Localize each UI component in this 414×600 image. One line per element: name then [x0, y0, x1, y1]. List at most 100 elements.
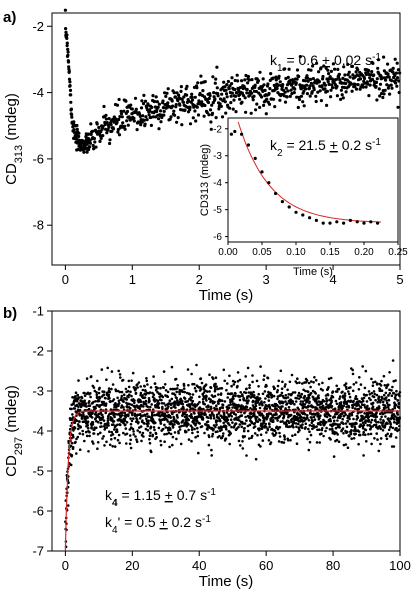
panel-b-point	[350, 413, 354, 417]
panel-a-point	[386, 62, 390, 66]
panel-a-point	[298, 55, 302, 59]
panel-b-point	[162, 370, 166, 373]
panel-b-point	[163, 433, 166, 436]
panel-b-point	[368, 393, 372, 396]
panel-a-point	[149, 115, 153, 119]
panel-b-point	[298, 381, 301, 385]
panel-b-point	[207, 405, 210, 409]
panel-b-point	[249, 407, 252, 410]
panel-b-point	[147, 419, 150, 423]
panel-a-point	[390, 86, 394, 90]
panel-b-point	[315, 398, 318, 401]
panel-a-point	[214, 77, 218, 81]
panel-b-point	[349, 432, 353, 435]
panel-b-point	[91, 421, 95, 424]
panel-b-point	[345, 387, 348, 391]
panel-a-point	[319, 66, 323, 70]
panel-b-point	[315, 425, 318, 428]
panel-b-point	[380, 389, 384, 393]
panel-b-point	[361, 415, 364, 418]
panel-b-point	[209, 398, 212, 402]
panel-b-point	[278, 431, 281, 435]
panel-b-point	[136, 429, 139, 432]
panel-b-point	[299, 395, 303, 399]
panel-b-point	[148, 434, 152, 438]
panel-b-point	[379, 437, 383, 440]
panel-b-point	[230, 392, 234, 395]
panel-b-point	[246, 366, 250, 370]
panel-b-point	[190, 372, 193, 376]
panel-b-point	[380, 415, 383, 419]
panel-b-point	[356, 412, 360, 415]
panel-a-point	[203, 103, 207, 108]
panel-a-point	[149, 123, 153, 127]
panel-b-point	[143, 396, 147, 399]
panel-b-point	[163, 412, 167, 415]
panel-a-point	[230, 76, 234, 80]
panel-b-point	[226, 392, 230, 396]
inset-point	[301, 213, 305, 217]
panel-b-point	[329, 419, 333, 423]
inset-point	[280, 200, 284, 204]
panel-a-point	[199, 74, 203, 78]
panel-b-point	[324, 429, 327, 433]
panel-a-point	[69, 93, 73, 97]
panel-a-point	[328, 75, 332, 79]
panel-b-point	[159, 422, 163, 425]
panel-b-point	[168, 399, 172, 403]
panel-a-point	[262, 83, 266, 87]
panel-b-point	[324, 408, 328, 411]
panel-b-point	[129, 407, 132, 410]
panel-b-point	[86, 416, 89, 420]
panel-b-point	[113, 415, 116, 419]
panel-a-point	[99, 136, 103, 140]
panel-b-point	[193, 403, 197, 406]
panel-a-point	[397, 90, 401, 95]
panel-b-point	[115, 430, 119, 434]
panel-b-point	[83, 439, 86, 443]
panel-b-point	[88, 404, 92, 407]
panel-b-point	[97, 412, 100, 416]
panel-b-point	[258, 406, 262, 410]
inset-point	[328, 221, 332, 225]
panel-b-point	[344, 422, 348, 425]
panel-b-point	[308, 400, 311, 404]
panel-b-point	[375, 393, 379, 397]
panel-a-point	[161, 99, 165, 103]
inset-point	[253, 156, 257, 160]
panel-b-point	[230, 415, 233, 418]
panel-a-point	[341, 76, 345, 80]
panel-a-point	[235, 91, 239, 95]
panel-b-point	[259, 445, 262, 448]
panel-b-point	[306, 390, 310, 394]
panel-b-point	[337, 408, 340, 411]
panel-a-point	[312, 88, 316, 92]
panel-a-point	[107, 125, 111, 129]
panel-a-point	[382, 92, 386, 96]
panel-b-point	[393, 406, 397, 410]
panel-b-point	[232, 383, 236, 386]
panel-a-point	[326, 80, 330, 84]
panel-b-point	[104, 397, 107, 400]
panel-b-point	[228, 442, 231, 446]
panel-b-point	[362, 396, 366, 400]
panel-b-y-tick-label: -7	[32, 544, 44, 559]
panel-b-point	[220, 387, 224, 390]
panel-a-point	[234, 94, 238, 98]
panel-b-point	[156, 386, 159, 390]
panel-a-point	[245, 91, 249, 95]
panel-b-point	[107, 424, 110, 427]
panel-a-point	[68, 84, 72, 88]
panel-b-point	[126, 389, 130, 393]
panel-b-point	[83, 399, 86, 403]
panel-a-point	[271, 97, 276, 101]
panel-a-point	[154, 95, 158, 99]
panel-b-point	[97, 391, 101, 395]
panel-b-point	[102, 393, 106, 397]
panel-b-point	[240, 414, 244, 417]
panel-b-point	[388, 371, 391, 374]
panel-a-point	[145, 118, 149, 122]
panel-b-point	[141, 388, 145, 392]
panel-a-point	[65, 41, 69, 45]
panel-a-point	[302, 89, 306, 93]
